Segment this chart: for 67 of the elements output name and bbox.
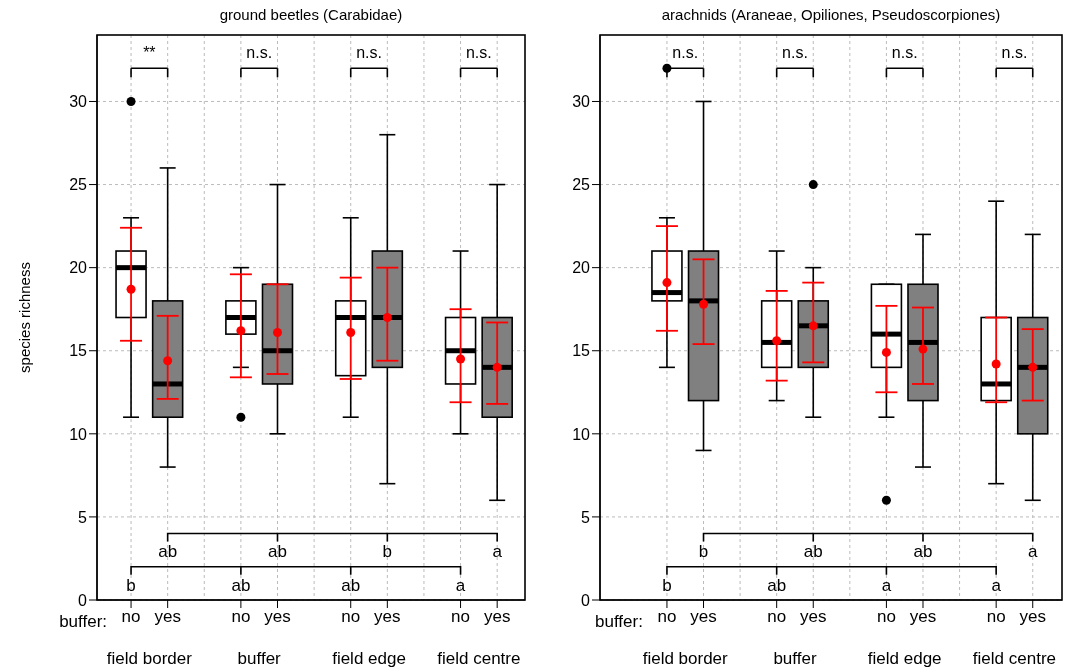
y-axis-title: species richness bbox=[16, 262, 33, 373]
y-tick-label: 5 bbox=[581, 508, 591, 526]
annotation: n.s. bbox=[891, 44, 918, 62]
annotation: ab bbox=[158, 542, 178, 562]
x-tick-label: no bbox=[876, 607, 896, 627]
y-tick-label: 10 bbox=[69, 425, 88, 443]
x-tick-label: no bbox=[121, 607, 141, 627]
x-tick-label: yes bbox=[800, 607, 827, 627]
annotation: n.s. bbox=[1001, 44, 1028, 62]
y-tick-label: 0 bbox=[78, 591, 88, 609]
y-tick-label: 25 bbox=[572, 176, 591, 194]
chart-title: arachnids (Araneae, Opiliones, Pseudoscorpiones) bbox=[661, 6, 1001, 23]
annotation: b bbox=[698, 542, 709, 562]
text: field centre bbox=[437, 649, 521, 668]
text: field border bbox=[106, 649, 193, 668]
y-tick-label: 15 bbox=[69, 342, 88, 360]
annotation: n.s. bbox=[356, 44, 382, 62]
y-tick-label: 20 bbox=[572, 259, 591, 277]
x-tick-label: yes bbox=[909, 607, 937, 627]
text: field border bbox=[642, 649, 729, 668]
annotation: ab bbox=[913, 542, 933, 562]
y-tick-label: 30 bbox=[572, 93, 591, 111]
text: buffer bbox=[773, 649, 817, 668]
text: buffer bbox=[237, 649, 282, 668]
annotation: a bbox=[455, 575, 466, 595]
annotation: n.s. bbox=[782, 44, 808, 62]
text: field centre bbox=[972, 649, 1057, 668]
annotation: a bbox=[1028, 542, 1038, 562]
annotation: ab bbox=[767, 575, 787, 595]
x-tick-label: yes bbox=[483, 607, 511, 627]
x-tick-label: yes bbox=[690, 607, 717, 627]
y-tick-label: 30 bbox=[69, 93, 88, 111]
x-tick-label: yes bbox=[1019, 607, 1046, 627]
x-tick-label: no bbox=[451, 607, 471, 627]
text: field edge bbox=[332, 649, 406, 668]
x-tick-label: no bbox=[231, 607, 251, 627]
x-tick-label: no bbox=[986, 607, 1006, 627]
y-tick-label: 20 bbox=[69, 259, 88, 277]
y-tick-label: 15 bbox=[572, 342, 591, 360]
x-tick-label: no bbox=[657, 607, 677, 627]
x-axis-title: buffer: bbox=[59, 612, 108, 631]
y-tick-label: 25 bbox=[69, 176, 88, 194]
annotation: b bbox=[662, 575, 672, 595]
annotation: ab bbox=[803, 542, 823, 562]
annotation: b bbox=[382, 542, 393, 562]
x-axis-title: buffer: bbox=[595, 612, 643, 631]
annotation: n.s. bbox=[672, 44, 699, 62]
y-tick-label: 5 bbox=[78, 508, 88, 526]
annotation: n.s. bbox=[246, 44, 273, 62]
y-tick-label: 0 bbox=[581, 591, 591, 609]
x-tick-label: yes bbox=[154, 607, 181, 627]
x-tick-label: yes bbox=[264, 607, 291, 627]
annotation: ab bbox=[231, 575, 251, 595]
annotation: a bbox=[881, 575, 892, 595]
annotation: a bbox=[492, 542, 503, 562]
x-tick-label: yes bbox=[374, 607, 401, 627]
x-tick-label: no bbox=[767, 607, 787, 627]
annotation: ab bbox=[341, 575, 361, 595]
annotation: b bbox=[126, 575, 136, 595]
chart-title: ground beetles (Carabidae) bbox=[219, 6, 403, 23]
annotation: a bbox=[991, 575, 1002, 595]
annotation: ab bbox=[268, 542, 287, 562]
annotation: ** bbox=[143, 44, 156, 62]
x-tick-label: no bbox=[341, 607, 361, 627]
text: field edge bbox=[867, 649, 942, 668]
y-tick-label: 10 bbox=[572, 425, 591, 443]
annotation: n.s. bbox=[465, 44, 492, 62]
